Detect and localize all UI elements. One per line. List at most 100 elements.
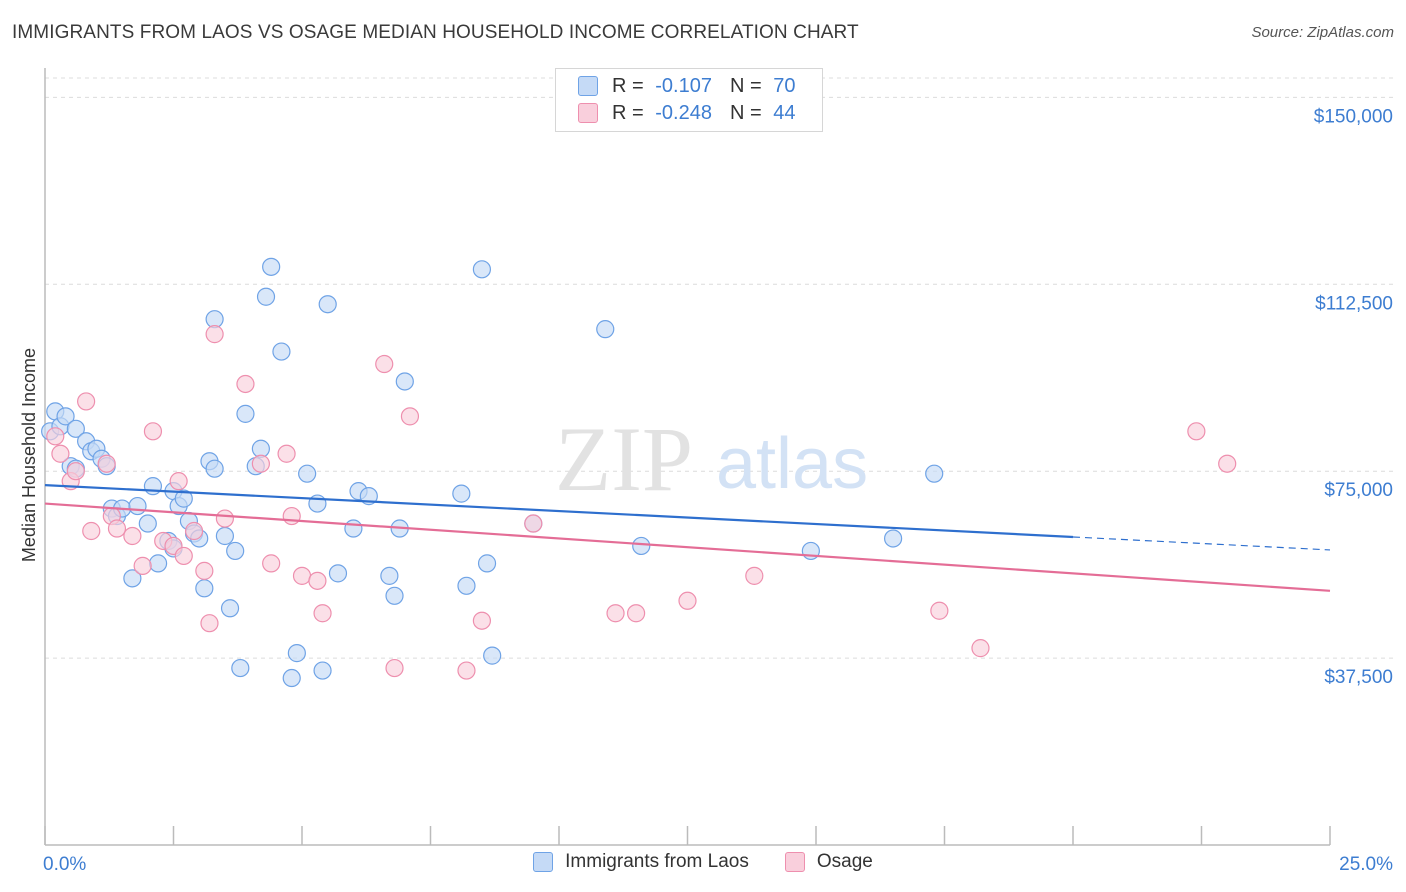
laos-point: [215, 526, 234, 546]
osage-point: [678, 591, 697, 610]
laos-point: [195, 579, 214, 598]
laos-point: [282, 668, 301, 688]
series-osage-points: [46, 325, 1237, 680]
osage-point: [46, 427, 65, 446]
legend-swatch-osage: [784, 852, 805, 872]
osage-point: [472, 611, 491, 630]
legend-r-value: -0.248: [655, 101, 712, 124]
osage-point: [524, 514, 543, 533]
laos-point: [452, 484, 471, 503]
legend-n-value: 44: [773, 101, 796, 124]
osage-point: [385, 658, 404, 678]
laos-point: [395, 372, 414, 391]
laos-point: [883, 529, 903, 548]
legend-label-osage: Osage: [816, 851, 873, 872]
osage-point: [251, 454, 270, 473]
osage-point: [626, 604, 646, 623]
laos-point: [380, 566, 399, 585]
osage-point: [215, 509, 234, 528]
legend-r-label: R =: [612, 101, 644, 124]
osage-point: [400, 407, 420, 426]
osage-point: [457, 661, 476, 680]
osage-point: [971, 639, 990, 658]
y-tick-label: $75,000: [1324, 480, 1393, 501]
watermark-atlas: atlas: [716, 424, 868, 504]
osage-point: [123, 526, 142, 546]
laos-point: [477, 554, 497, 573]
laos-trend-extension: [1072, 536, 1331, 551]
laos-point: [128, 496, 147, 516]
watermark: ZIP atlas: [555, 408, 868, 510]
legend-item-laos: Immigrants from Laos: [533, 851, 749, 873]
legend-swatch-laos: [578, 76, 598, 96]
laos-point: [138, 514, 157, 533]
series-laos-points: [41, 257, 944, 688]
laos-point: [298, 464, 317, 483]
legend-swatch-laos: [533, 852, 554, 872]
laos-point: [66, 419, 85, 438]
osage-point: [205, 325, 224, 344]
y-tick-label: $37,500: [1324, 667, 1393, 688]
legend-n-label: N =: [729, 101, 762, 124]
laos-point: [236, 404, 255, 423]
axes: [44, 68, 1331, 846]
laos-point: [148, 554, 168, 573]
osage-point: [1218, 454, 1237, 473]
osage-point: [107, 519, 127, 538]
trend-lines: [44, 484, 1331, 592]
y-tick-label: $150,000: [1314, 106, 1393, 127]
osage-point: [51, 444, 70, 463]
osage-point: [133, 556, 152, 575]
laos-point: [344, 519, 363, 538]
correlation-legend: R = -0.107 N = 70 R = -0.248 N = 44: [555, 68, 823, 132]
osage-point: [66, 462, 85, 481]
laos-point: [143, 477, 163, 496]
laos-point: [632, 536, 651, 556]
legend-r-label: R =: [612, 74, 644, 97]
laos-point: [56, 407, 75, 426]
laos-point: [313, 661, 332, 680]
osage-point: [1187, 422, 1206, 441]
osage-point: [169, 472, 188, 491]
legend-swatch-osage: [578, 103, 598, 123]
legend-row-laos: R = -0.107 N = 70: [578, 73, 795, 99]
grid-lines: [45, 77, 1395, 659]
laos-trend-line: [44, 484, 1074, 539]
x-tick-label-min: 0.0%: [43, 854, 86, 875]
laos-point: [231, 658, 250, 678]
series-legend: Immigrants from Laos Osage: [0, 851, 1406, 873]
osage-point: [375, 354, 394, 374]
osage-point: [292, 566, 312, 585]
osage-point: [77, 392, 96, 411]
laos-point: [123, 569, 142, 588]
osage-point: [195, 561, 214, 580]
osage-point: [262, 554, 281, 573]
laos-point: [472, 260, 491, 279]
legend-row-osage: R = -0.248 N = 44: [578, 100, 795, 126]
source-note: Source: ZipAtlas.com: [1251, 24, 1394, 41]
osage-point: [200, 614, 219, 633]
osage-point: [313, 604, 332, 623]
x-tick-label-max: 25.0%: [1339, 854, 1393, 875]
osage-point: [174, 546, 193, 566]
laos-point: [385, 586, 404, 605]
laos-point: [328, 564, 348, 583]
laos-point: [272, 342, 291, 361]
chart-title: IMMIGRANTS FROM LAOS VS OSAGE MEDIAN HOU…: [12, 22, 859, 43]
osage-point: [143, 422, 163, 441]
legend-r-value: -0.107: [655, 74, 712, 97]
laos-point: [220, 599, 240, 618]
osage-point: [930, 601, 949, 620]
laos-point: [262, 257, 281, 276]
osage-point: [308, 571, 327, 590]
laos-point: [205, 459, 224, 478]
watermark-zip: ZIP: [555, 408, 693, 510]
laos-point: [226, 541, 245, 561]
legend-n-label: N =: [729, 74, 762, 97]
osage-point: [236, 374, 255, 394]
osage-point: [277, 444, 296, 463]
legend-n-value: 70: [773, 74, 796, 97]
laos-point: [596, 320, 615, 339]
y-axis-label: Median Household Income: [19, 348, 39, 562]
laos-point: [174, 489, 193, 508]
